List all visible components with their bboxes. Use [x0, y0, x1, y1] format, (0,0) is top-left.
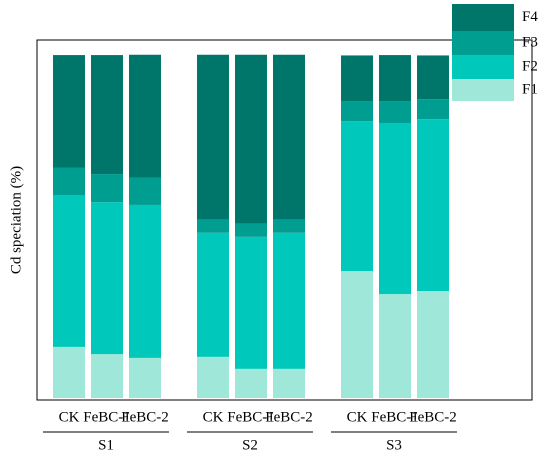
bar-segment [417, 291, 449, 398]
legend-swatch [452, 4, 514, 31]
legend-label: F1 [522, 81, 538, 97]
x-tick-label: FeBC-2 [265, 409, 313, 425]
bar-segment [341, 55, 373, 102]
bar-segment [417, 99, 449, 120]
bar-segment [273, 54, 305, 220]
x-tick-label: FeBC-2 [121, 409, 169, 425]
legend-label: F4 [522, 9, 538, 25]
y-axis-label: Cd speciation (%) [8, 166, 24, 274]
bar-segment [91, 202, 123, 355]
bar-segment [91, 55, 123, 175]
bar-segment [129, 177, 161, 205]
bar-segment [341, 121, 373, 272]
bar-segment [129, 54, 161, 178]
legend-swatch [452, 79, 514, 101]
bar-segment [129, 357, 161, 398]
bar-segment [91, 174, 123, 203]
bar-segment [197, 219, 229, 233]
bar-segment [341, 271, 373, 398]
bar-segment [273, 232, 305, 369]
bar-segment [235, 368, 267, 398]
group-label: S2 [242, 437, 258, 453]
legend-label: F3 [522, 34, 538, 50]
bar-segment [235, 236, 267, 369]
bar-segment [197, 54, 229, 220]
legend-label: F2 [522, 58, 538, 74]
plot-frame [36, 39, 533, 401]
bar-segment [417, 55, 449, 100]
bar-segment [379, 294, 411, 398]
x-tick-label: CK [347, 409, 368, 425]
bar-segment [53, 346, 85, 398]
x-tick-label: CK [59, 409, 80, 425]
x-tick-label: FeBC-2 [409, 409, 457, 425]
bar-segment [235, 54, 267, 224]
bar-segment [273, 368, 305, 398]
bar-segment [379, 122, 411, 295]
bar-segment [129, 204, 161, 358]
bar-segment [197, 232, 229, 357]
bar-segment [91, 354, 123, 398]
group-label: S3 [386, 437, 402, 453]
legend-swatch [452, 31, 514, 55]
bar-segment [53, 55, 85, 168]
x-tick-label: FeBC-1 [227, 409, 275, 425]
bar-segment [417, 119, 449, 292]
bar-segment [379, 101, 411, 123]
bar-segment [341, 101, 373, 122]
x-tick-label: CK [203, 409, 224, 425]
legend-swatch [452, 55, 514, 79]
bar-segment [273, 219, 305, 233]
bar-segment [53, 167, 85, 195]
x-tick-label: FeBC-1 [371, 409, 419, 425]
x-tick-label: FeBC-1 [83, 409, 131, 425]
bar-segment [379, 55, 411, 102]
bar-segment [197, 356, 229, 398]
bar-segment [235, 223, 267, 237]
group-label: S1 [98, 437, 114, 453]
bar-segment [53, 194, 85, 347]
